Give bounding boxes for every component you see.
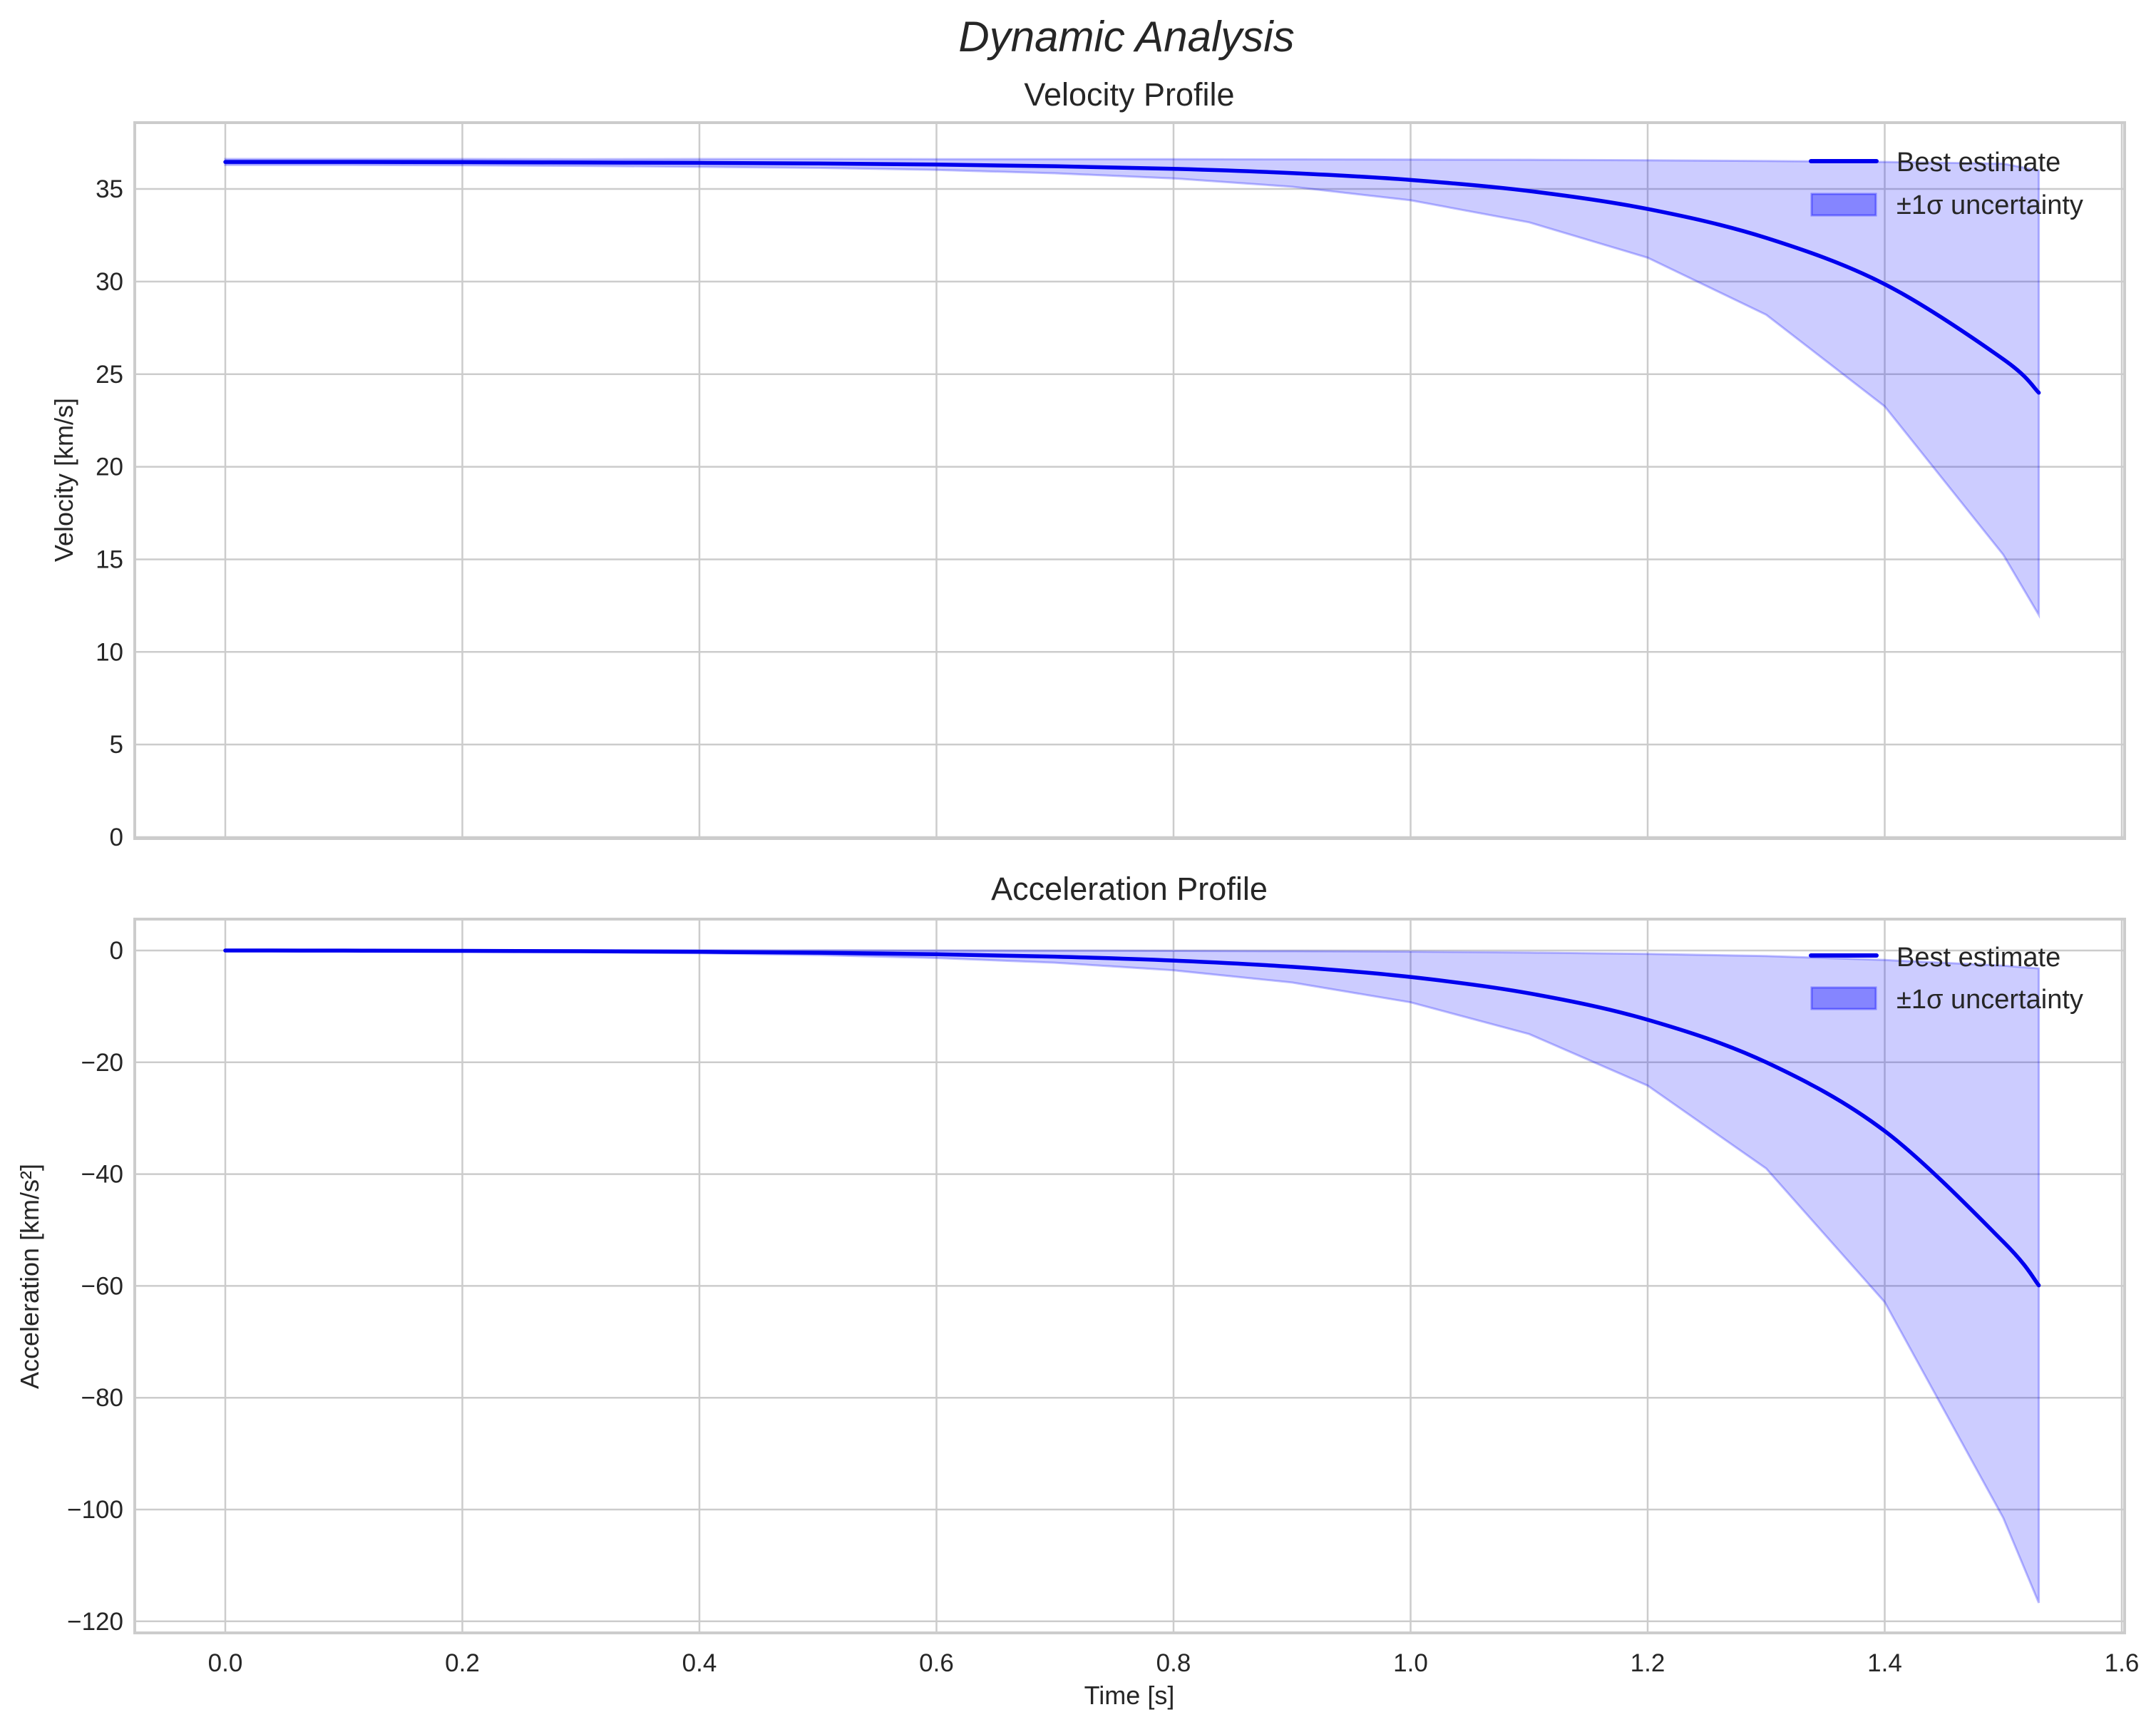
acceleration-subplot: Acceleration Profile 0 −20 −40 −60 −80 −100 −1… bbox=[15, 871, 2139, 1710]
legend-best-estimate-label: Best estimate bbox=[1896, 943, 2060, 973]
uncertainty-band bbox=[224, 158, 2040, 619]
acceleration-plot-area bbox=[133, 918, 2126, 1634]
x-axis-label: Time [s] bbox=[1084, 1681, 1175, 1710]
x-tick-label: 0.4 bbox=[682, 1649, 717, 1677]
legend-uncertainty-label: ±1σ uncertainty bbox=[1896, 190, 2083, 220]
x-tick-label: 1.4 bbox=[1867, 1649, 1902, 1677]
y-tick-label: −60 bbox=[81, 1272, 123, 1300]
y-tick-label: 20 bbox=[96, 454, 123, 481]
axes-frame bbox=[133, 121, 2126, 840]
y-tick-label: 5 bbox=[110, 731, 123, 759]
acceleration-y-ticks: 0 −20 −40 −60 −80 −100 −120 bbox=[67, 937, 123, 1636]
y-tick-label: 10 bbox=[96, 638, 123, 666]
x-tick-label: 0.2 bbox=[445, 1649, 480, 1677]
y-tick-label: −20 bbox=[81, 1049, 123, 1077]
velocity-plot-area bbox=[133, 121, 2126, 840]
x-axis-ticks: 0.0 0.2 0.4 0.6 0.8 1.0 1.2 1.4 1.6 bbox=[208, 1649, 2140, 1677]
legend-band-swatch bbox=[1810, 986, 1877, 1010]
uncertainty-band bbox=[224, 949, 2040, 1604]
acceleration-gridlines bbox=[135, 919, 2125, 1633]
best-estimate-line bbox=[223, 160, 2041, 395]
y-tick-label: 0 bbox=[110, 824, 123, 851]
acceleration-legend: Best estimate ±1σ uncertainty bbox=[1809, 943, 2083, 1015]
acceleration-subplot-title: Acceleration Profile bbox=[991, 871, 1268, 907]
y-tick-label: −80 bbox=[81, 1384, 123, 1412]
legend-band-swatch bbox=[1810, 193, 1877, 217]
y-tick-label: −120 bbox=[67, 1608, 123, 1636]
y-tick-label: 25 bbox=[96, 361, 123, 389]
x-tick-label: 1.6 bbox=[2105, 1649, 2140, 1677]
velocity-legend: Best estimate ±1σ uncertainty bbox=[1809, 148, 2083, 220]
velocity-y-ticks: 0 5 10 15 20 25 30 35 bbox=[96, 175, 123, 851]
x-tick-label: 0.0 bbox=[208, 1649, 243, 1677]
x-tick-label: 0.8 bbox=[1156, 1649, 1191, 1677]
velocity-y-axis-label: Velocity [km/s] bbox=[49, 398, 78, 562]
x-tick-label: 1.0 bbox=[1393, 1649, 1428, 1677]
figure-title: Dynamic Analysis bbox=[958, 13, 1294, 61]
axes-frame bbox=[133, 918, 2126, 1634]
y-tick-label: 0 bbox=[110, 937, 123, 965]
best-estimate-line bbox=[223, 948, 2041, 1288]
y-tick-label: 35 bbox=[96, 175, 123, 203]
y-tick-label: 30 bbox=[96, 268, 123, 296]
y-tick-label: 15 bbox=[96, 545, 123, 573]
y-tick-label: −100 bbox=[67, 1496, 123, 1524]
x-tick-label: 1.2 bbox=[1631, 1649, 1665, 1677]
legend-uncertainty-label: ±1σ uncertainty bbox=[1896, 985, 2083, 1015]
y-tick-label: −40 bbox=[81, 1161, 123, 1189]
legend-best-estimate-label: Best estimate bbox=[1896, 148, 2060, 178]
x-tick-label: 0.6 bbox=[919, 1649, 954, 1677]
velocity-subplot-title: Velocity Profile bbox=[1024, 76, 1234, 113]
acceleration-y-axis-label: Acceleration [km/s²] bbox=[15, 1164, 44, 1389]
velocity-subplot: Velocity Profile 0 5 10 15 20 25 30 35 Velocity… bbox=[49, 76, 2126, 851]
